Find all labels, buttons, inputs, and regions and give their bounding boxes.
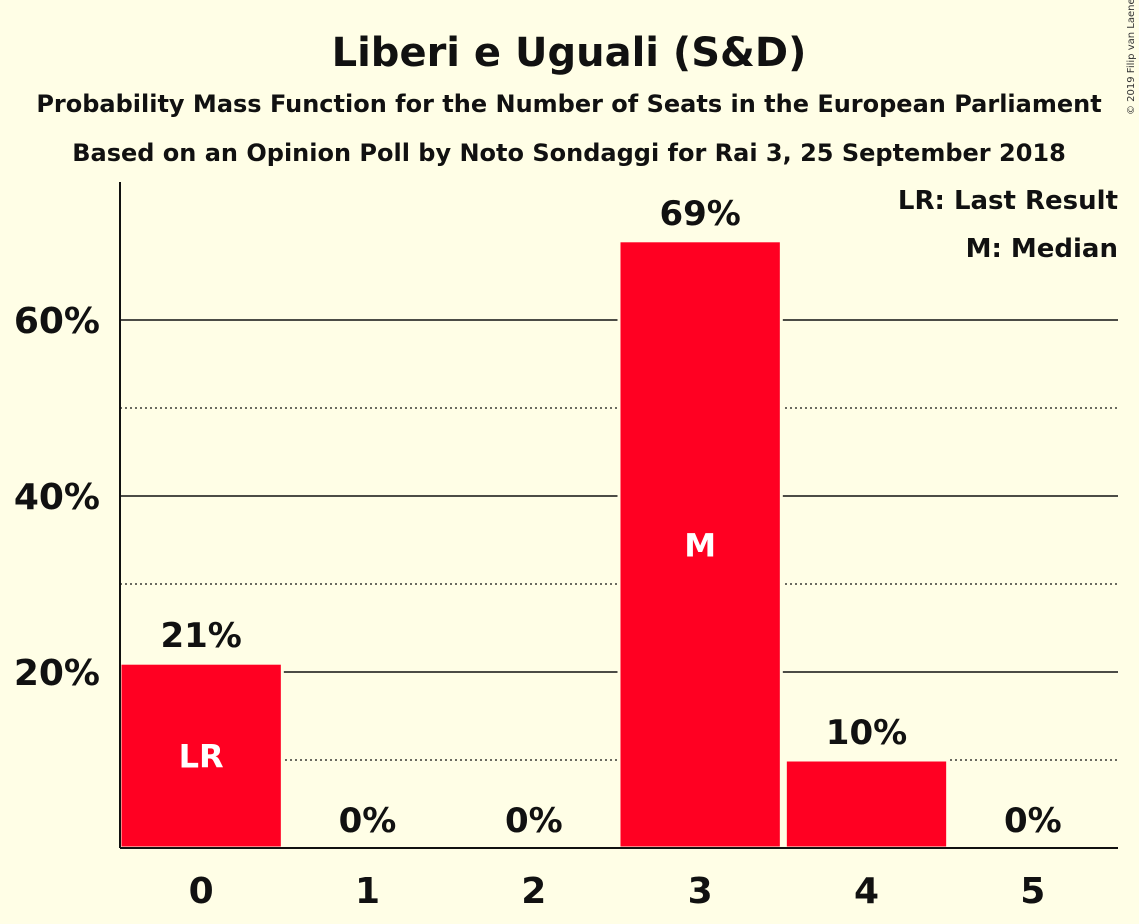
y-tick-label: 60% xyxy=(14,301,100,342)
value-label-3: 69% xyxy=(659,194,740,234)
value-label-1: 0% xyxy=(339,801,397,841)
value-label-0: 21% xyxy=(160,616,241,656)
y-tick-label: 20% xyxy=(14,653,100,694)
bar-marker-m: M xyxy=(684,526,716,564)
value-label-5: 0% xyxy=(1004,801,1062,841)
bars xyxy=(118,239,950,850)
bar-3 xyxy=(617,239,783,850)
value-label-4: 10% xyxy=(826,713,907,753)
chart-subtitle-poll: Based on an Opinion Poll by Noto Sondagg… xyxy=(72,139,1066,167)
x-tick-label: 1 xyxy=(355,871,380,912)
x-tick-label: 2 xyxy=(521,871,546,912)
legend-median: M: Median xyxy=(966,234,1118,264)
copyright-text: © 2019 Filip van Laenen xyxy=(1126,0,1137,115)
x-tick-label: 5 xyxy=(1020,871,1045,912)
y-tick-label: 40% xyxy=(14,477,100,518)
bar-marker-lr: LR xyxy=(179,738,224,776)
value-label-2: 0% xyxy=(505,801,563,841)
axes xyxy=(119,182,1118,849)
bar-4 xyxy=(783,758,950,850)
x-tick-label: 3 xyxy=(688,871,713,912)
chart-title: Liberi e Uguali (S&D) xyxy=(332,30,807,76)
legend-last-result: LR: Last Result xyxy=(898,186,1118,216)
x-tick-label: 4 xyxy=(854,871,879,912)
chart-subtitle: Probability Mass Function for the Number… xyxy=(36,90,1101,118)
bar-0 xyxy=(118,661,284,850)
x-tick-label: 0 xyxy=(189,871,214,912)
gridlines: 20% 40% 60% xyxy=(14,301,1118,761)
